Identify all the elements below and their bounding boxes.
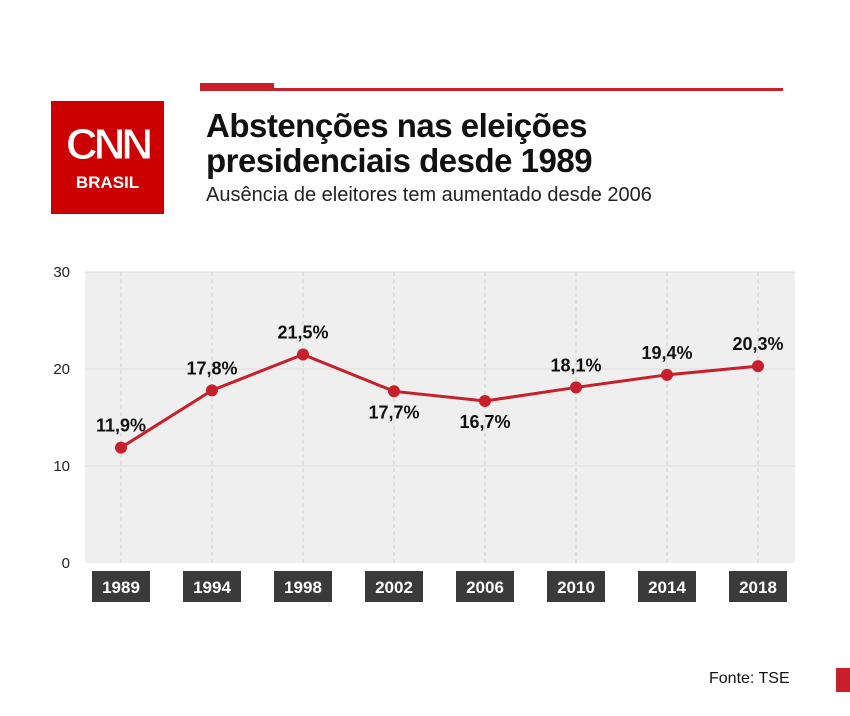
data-point — [570, 381, 582, 394]
chart-subtitle: Ausência de eleitores tem aumentado desd… — [206, 184, 652, 206]
x-tick-label: 1989 — [102, 578, 140, 597]
data-label: 17,8% — [186, 358, 237, 378]
data-label: 11,9% — [96, 416, 146, 436]
data-point — [388, 385, 400, 398]
x-tick-label: 1994 — [193, 578, 231, 597]
x-tick-label: 2010 — [557, 578, 595, 597]
data-point — [206, 384, 218, 397]
y-tick-label: 10 — [53, 458, 70, 475]
x-tick-box — [183, 571, 241, 602]
source-note: Fonte: TSE — [709, 670, 790, 687]
data-point — [115, 441, 127, 454]
y-tick-label: 30 — [53, 264, 70, 281]
data-point — [297, 348, 309, 361]
header-accent-bar — [200, 83, 274, 91]
data-label: 18,1% — [550, 355, 601, 375]
data-label: 17,7% — [368, 402, 419, 422]
data-label: 21,5% — [277, 322, 328, 342]
data-label: 19,4% — [641, 343, 692, 363]
data-point — [479, 395, 491, 408]
y-tick-label: 20 — [53, 361, 70, 378]
data-label: 16,7% — [459, 412, 510, 432]
header-rule — [200, 88, 783, 91]
plot-area — [85, 272, 795, 563]
logo-text: CNN — [65, 120, 153, 169]
x-tick-box — [456, 571, 514, 602]
x-tick-box — [92, 571, 150, 602]
x-tick-box — [547, 571, 605, 602]
chart-title: Abstenções nas eleições presidenciais de… — [206, 107, 593, 179]
logo-subtext: BRASIL — [75, 173, 140, 192]
x-tick-label: 2018 — [739, 578, 777, 597]
cnn-brasil-logo: CNN BRASIL — [51, 101, 164, 214]
data-point — [752, 360, 764, 373]
title-line-2: presidenciais desde 1989 — [206, 142, 593, 179]
x-tick-box — [729, 571, 787, 602]
x-tick-box — [274, 571, 332, 602]
corner-accent — [836, 668, 850, 692]
x-tick-box — [638, 571, 696, 602]
data-label: 20,3% — [732, 334, 783, 354]
series-line — [120, 352, 759, 449]
x-tick-label: 2014 — [648, 578, 686, 597]
x-tick-box — [365, 571, 423, 602]
y-tick-label: 0 — [62, 555, 70, 572]
title-line-1: Abstenções nas eleições — [206, 107, 588, 144]
x-tick-label: 2006 — [466, 578, 504, 597]
data-point — [661, 368, 673, 381]
x-tick-label: 2002 — [375, 578, 413, 597]
x-tick-label: 1998 — [284, 578, 322, 597]
